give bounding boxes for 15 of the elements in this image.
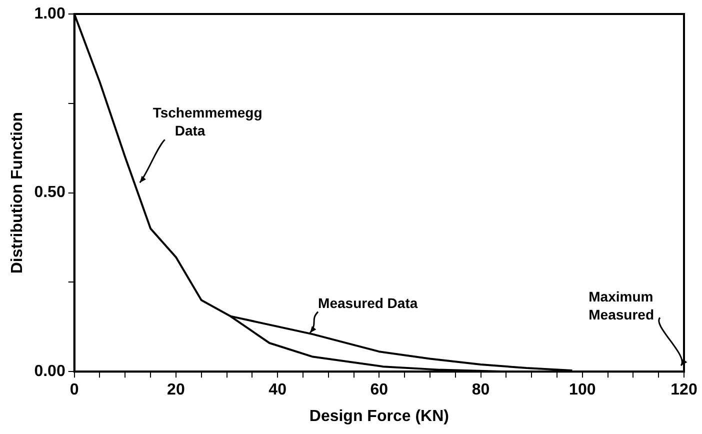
x-tick-label: 60 [370,382,388,399]
y-tick-label: 1.00 [34,5,66,22]
y-tick-label: 0.50 [34,184,66,202]
x-tick-label: 120 [670,382,698,399]
x-tick-label: 20 [167,382,185,399]
y-tick-label: 0.00 [34,363,66,380]
annotation: Tschemmemegg Data [152,104,262,139]
x-tick-label: 80 [472,382,490,399]
x-tick-label: 100 [569,382,596,399]
annotation: Measured Data [318,294,418,311]
x-tick-label: 40 [268,382,287,399]
y-axis-title: Distribution Function [9,112,26,274]
x-tick-label: 0 [70,382,79,399]
x-axis-title: Design Force (KN) [309,408,449,425]
annotation: Maximum Measured [588,288,654,323]
